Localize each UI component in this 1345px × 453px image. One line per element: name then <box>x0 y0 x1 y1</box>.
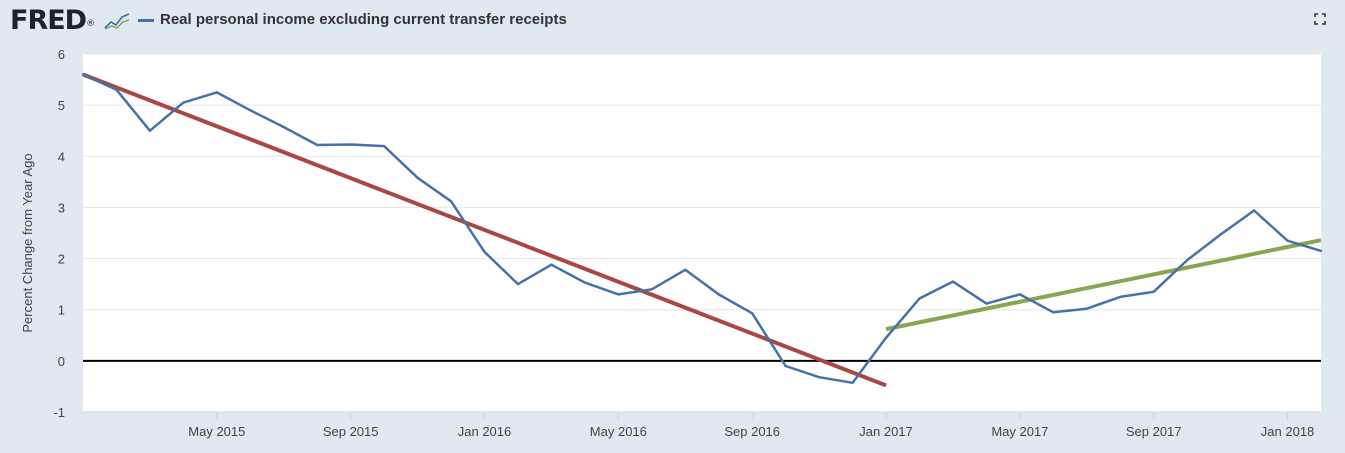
data-point[interactable] <box>951 280 955 283</box>
y-tick-label: 4 <box>58 149 65 164</box>
data-point[interactable] <box>684 268 687 272</box>
x-tick-label: May 2017 <box>991 424 1048 439</box>
x-tick-label: May 2015 <box>188 424 245 439</box>
y-axis-title: Percent Change from Year Ago <box>20 153 35 332</box>
data-point[interactable] <box>851 381 854 385</box>
data-point[interactable] <box>550 263 553 266</box>
data-point[interactable] <box>215 91 219 94</box>
data-point[interactable] <box>750 312 754 315</box>
data-point[interactable] <box>1119 295 1122 299</box>
fred-logo[interactable]: FRED® <box>10 5 95 36</box>
x-tick-label: May 2016 <box>590 424 647 439</box>
data-point[interactable] <box>1286 239 1289 242</box>
series-line <box>82 73 1322 385</box>
logo-text: FRED <box>10 5 87 36</box>
data-point[interactable] <box>1319 249 1323 253</box>
data-point[interactable] <box>884 336 888 340</box>
data-point[interactable] <box>784 364 787 368</box>
y-tick-label: 3 <box>58 200 65 215</box>
logo-registered-mark: ® <box>86 19 95 29</box>
data-point[interactable] <box>81 73 85 76</box>
chart-header: FRED® Real personal income excluding cur… <box>0 0 1345 42</box>
data-point[interactable] <box>1185 258 1189 262</box>
x-tick-label: Sep 2016 <box>724 424 780 439</box>
data-point[interactable] <box>349 143 352 146</box>
data-point[interactable] <box>416 176 419 179</box>
data-point[interactable] <box>1052 311 1055 314</box>
x-tick-label: Jan 2018 <box>1261 424 1315 439</box>
data-point[interactable] <box>282 125 285 129</box>
data-point[interactable] <box>985 302 988 305</box>
y-tick-label: 0 <box>58 354 65 369</box>
data-point[interactable] <box>516 282 520 286</box>
data-point[interactable] <box>583 281 587 284</box>
data-point[interactable] <box>650 288 654 291</box>
legend-swatch <box>138 19 154 22</box>
data-point[interactable] <box>1252 209 1256 212</box>
line-graph-icon <box>103 11 131 31</box>
data-point[interactable] <box>617 293 620 296</box>
expand-icon[interactable] <box>1314 13 1326 25</box>
data-point[interactable] <box>1219 233 1222 236</box>
y-tick-label: 2 <box>58 252 65 267</box>
trendline-decline <box>82 72 887 388</box>
data-point[interactable] <box>316 143 319 147</box>
y-tick-label: 5 <box>58 98 65 113</box>
x-tick-label: Jan 2017 <box>859 424 913 439</box>
data-point[interactable] <box>1085 307 1088 310</box>
data-point[interactable] <box>382 144 386 148</box>
data-point[interactable] <box>115 88 118 92</box>
x-tick-label: Sep 2015 <box>323 424 379 439</box>
x-tick-label: Jan 2016 <box>458 424 512 439</box>
data-point[interactable] <box>918 297 921 300</box>
data-point[interactable] <box>1018 293 1022 296</box>
data-point[interactable] <box>717 293 720 296</box>
data-point[interactable] <box>182 101 185 104</box>
data-point[interactable] <box>249 109 252 112</box>
trendline-rise <box>885 238 1322 332</box>
data-point[interactable] <box>148 129 152 132</box>
chart-title: Real personal income excluding current t… <box>160 11 567 28</box>
data-point[interactable] <box>817 376 821 379</box>
data-point[interactable] <box>1152 290 1155 294</box>
y-tick-label: 6 <box>58 47 65 62</box>
data-point[interactable] <box>449 200 453 203</box>
plot-background <box>83 54 1321 412</box>
y-tick-label: -1 <box>53 405 65 420</box>
y-tick-label: 1 <box>58 303 65 318</box>
x-tick-label: Sep 2017 <box>1126 424 1182 439</box>
data-point[interactable] <box>483 250 486 254</box>
